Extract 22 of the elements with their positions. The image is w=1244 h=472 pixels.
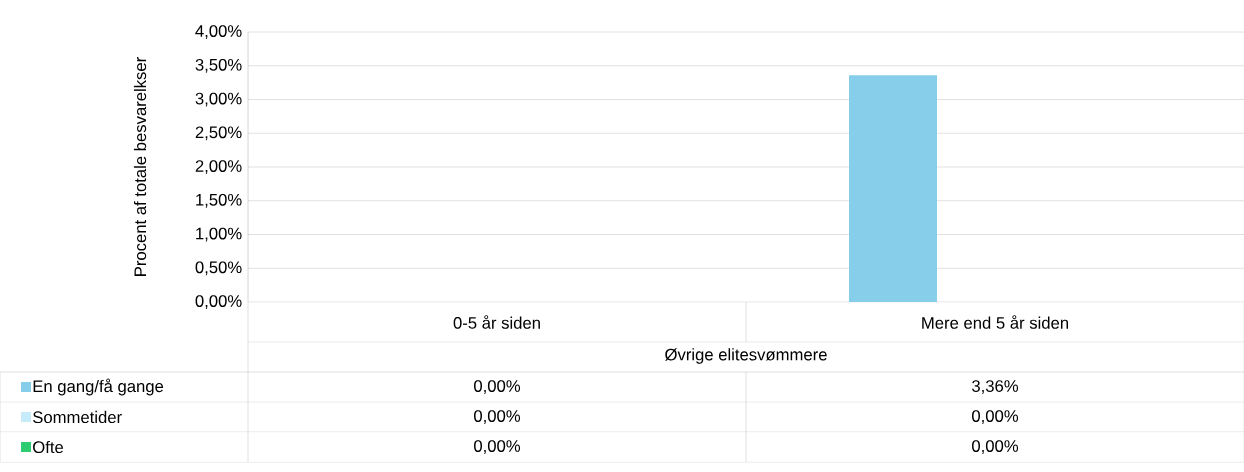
x-tick-label: Mere end 5 år siden	[922, 315, 1068, 329]
y-tick-label: 1,00%	[196, 227, 242, 242]
y-tick-label: 4,00%	[195, 25, 242, 39]
x-tick-label: 0-5 år siden	[453, 315, 540, 329]
y-tick-label: 0,00%	[195, 295, 242, 309]
data-label: 0,00%	[972, 440, 1019, 454]
legend-label: Sommetider	[33, 410, 122, 424]
legend-label: Ofte	[33, 440, 64, 454]
x-axis-title: Øvrige elitesvømmere	[665, 348, 827, 364]
data-label: 0,00%	[972, 410, 1019, 424]
y-tick-label: 2,50%	[195, 126, 242, 141]
legend-label: En gang/få gange	[33, 378, 164, 396]
y-tick-label: 0,50%	[195, 261, 242, 276]
y-tick-label: 2,00%	[195, 160, 242, 174]
data-label: 3,36%	[972, 380, 1019, 394]
data-label: 0,00%	[474, 380, 521, 394]
y-tick-label: 3,00%	[195, 92, 242, 107]
data-label: 0,00%	[474, 440, 521, 454]
y-tick-label: 1,50%	[196, 193, 242, 208]
y-tick-label: 3,50%	[195, 58, 242, 73]
data-label: 0,00%	[474, 410, 521, 424]
y-axis-title: Procent af totale besvarelkser	[133, 57, 147, 276]
